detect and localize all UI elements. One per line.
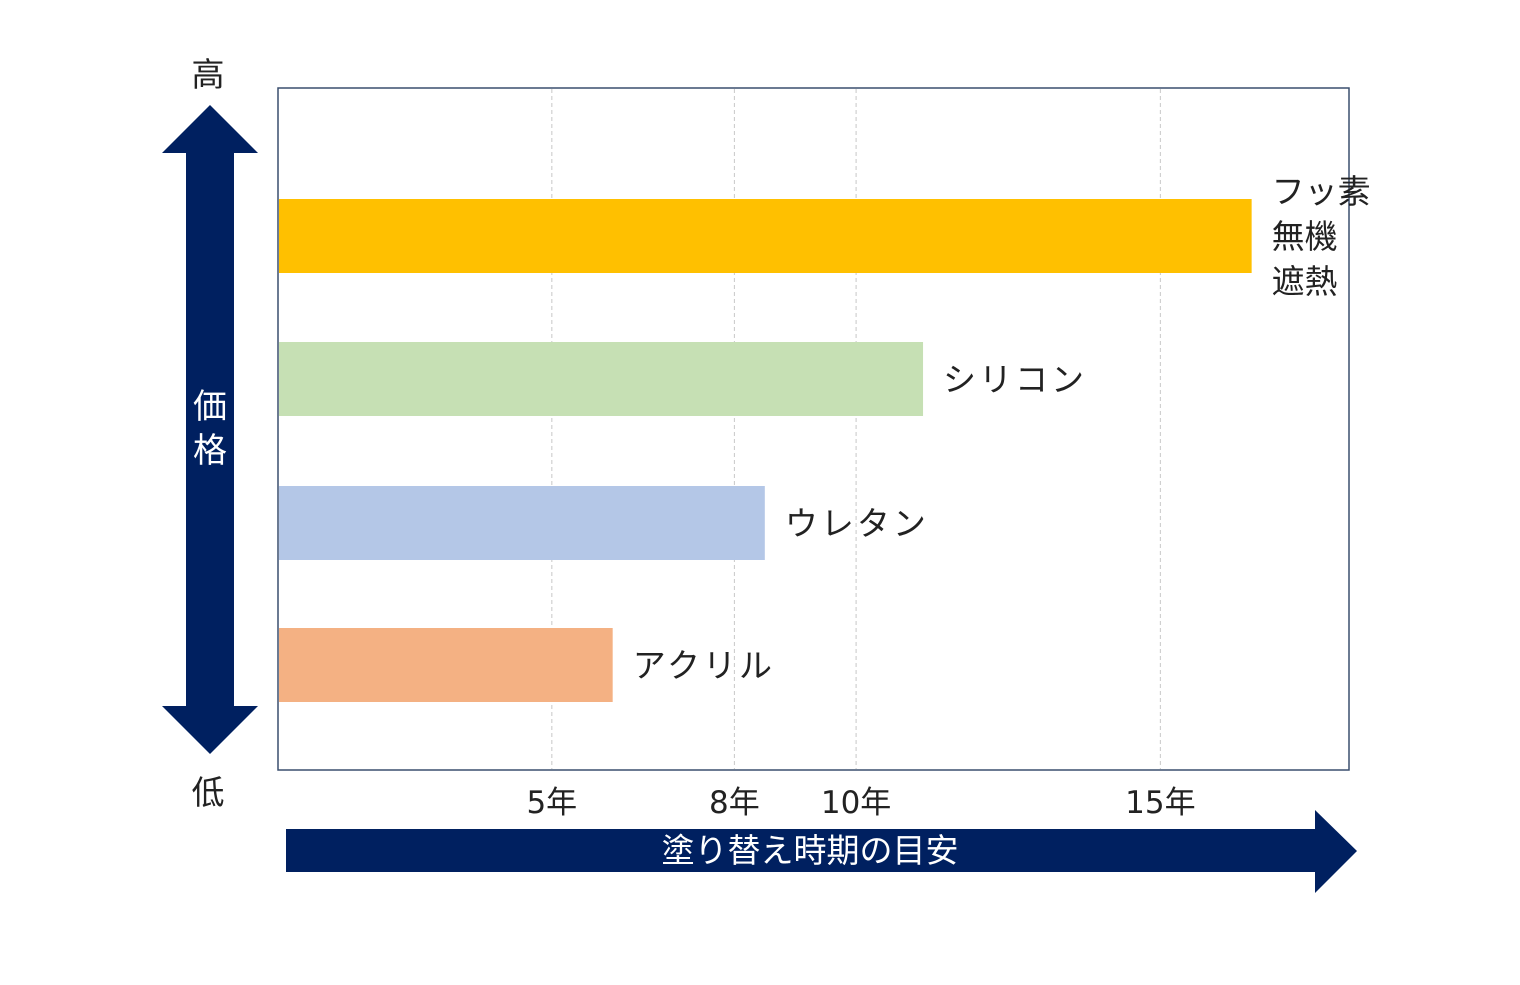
price-high-label: 高 <box>192 55 225 94</box>
price-axis-label-line1: 価 <box>193 387 227 427</box>
bar-category-label: フッ素無機遮熱 <box>1272 172 1371 301</box>
x-tick-label: 15年 <box>1125 785 1195 821</box>
x-tick-label: 5年 <box>526 785 577 821</box>
x-tick-label: 10年 <box>821 785 891 821</box>
x-axis-label: 塗り替え時期の目安 <box>662 831 959 870</box>
x-tick-label: 8年 <box>709 785 760 821</box>
x-tick-labels: 5年 8年 10年 15年 <box>526 785 1195 821</box>
bar-category-label: シリコン <box>943 360 1087 399</box>
bar-category-label: ウレタン <box>785 504 929 543</box>
price-axis-label-line2: 格 <box>193 431 227 471</box>
bar <box>279 628 613 702</box>
bar <box>279 342 924 416</box>
price-axis-arrow <box>162 105 258 754</box>
bar-category-label: アクリル <box>633 646 775 685</box>
bar <box>279 199 1252 273</box>
price-low-label: 低 <box>192 773 225 812</box>
timing-axis-arrow <box>286 810 1357 893</box>
bar <box>279 486 765 560</box>
